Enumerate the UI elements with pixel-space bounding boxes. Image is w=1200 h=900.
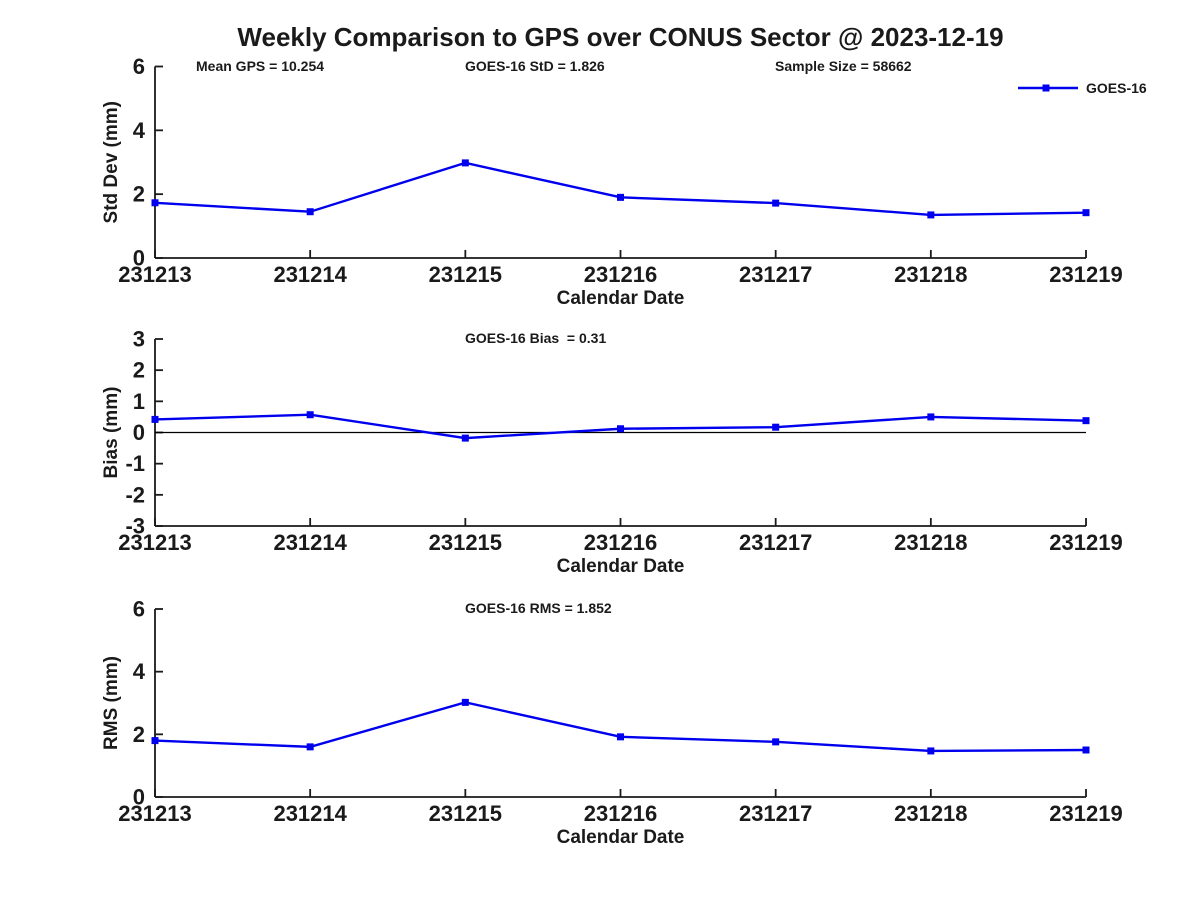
data-point-marker bbox=[772, 423, 780, 431]
series-line-goes-16 bbox=[154, 701, 1087, 753]
legend-label: GOES-16 bbox=[1086, 80, 1147, 96]
data-point-marker bbox=[461, 434, 469, 442]
y-tick-label: 2 bbox=[133, 358, 145, 383]
x-tick-label: 231213 bbox=[118, 530, 191, 555]
data-point-marker bbox=[617, 425, 624, 433]
x-tick-label: 231216 bbox=[584, 530, 657, 555]
x-axis-title: Calendar Date bbox=[557, 827, 685, 848]
x-tick-label: 231213 bbox=[118, 262, 191, 287]
y-tick-label: -1 bbox=[125, 451, 145, 476]
figure-title: Weekly Comparison to GPS over CONUS Sect… bbox=[237, 22, 1003, 52]
stat-annotation: Sample Size = 58662 bbox=[775, 58, 912, 74]
data-point-marker bbox=[617, 733, 624, 741]
series-line-goes-16 bbox=[154, 161, 1087, 217]
x-tick-label: 231216 bbox=[584, 801, 657, 826]
data-point-marker bbox=[461, 159, 469, 167]
data-point-marker bbox=[772, 738, 780, 746]
x-tick-label: 231219 bbox=[1049, 801, 1122, 826]
x-axis-title: Calendar Date bbox=[557, 556, 685, 577]
x-tick-label: 231214 bbox=[273, 262, 347, 287]
stat-annotation: GOES-16 StD = 1.826 bbox=[465, 58, 605, 74]
y-axis-title: RMS (mm) bbox=[101, 656, 122, 750]
subplot-rms-mm: 0 2 4 6 231213 231214 231215 231216 231217 231218… bbox=[101, 597, 1123, 849]
y-tick-label: 6 bbox=[133, 54, 145, 79]
y-axis-title: Bias (mm) bbox=[101, 387, 122, 479]
y-tick-label: 3 bbox=[133, 327, 145, 352]
data-point-marker bbox=[1082, 746, 1090, 754]
stat-annotation: Mean GPS = 10.254 bbox=[196, 58, 324, 74]
x-tick-label: 231216 bbox=[584, 262, 657, 287]
y-tick-label: 0 bbox=[133, 420, 145, 445]
x-tick-label: 231213 bbox=[118, 801, 191, 826]
data-point-marker bbox=[151, 199, 159, 207]
data-point-marker bbox=[306, 411, 314, 419]
data-point-marker bbox=[617, 193, 624, 201]
x-tick-label: 231215 bbox=[429, 262, 502, 287]
y-tick-label: 0 bbox=[133, 785, 145, 810]
x-tick-label: 231217 bbox=[739, 530, 812, 555]
x-tick-label: 231219 bbox=[1049, 262, 1122, 287]
data-point-marker bbox=[1082, 209, 1090, 217]
legend: GOES-16 bbox=[1018, 80, 1147, 96]
data-point-marker bbox=[151, 415, 159, 423]
y-tick-label: 4 bbox=[133, 659, 146, 684]
data-point-marker bbox=[306, 208, 314, 216]
data-point-marker bbox=[306, 743, 314, 751]
x-tick-label: 231218 bbox=[894, 801, 967, 826]
data-point-marker bbox=[151, 737, 159, 745]
data-point-marker bbox=[1082, 417, 1090, 425]
subplot-bias-mm: -3 -2 -1 0 1 2 3 231213 231214 231215 231216 231217… bbox=[101, 327, 1123, 578]
y-tick-label: 0 bbox=[133, 246, 145, 271]
y-tick-label: 4 bbox=[133, 118, 146, 143]
x-axis-title: Calendar Date bbox=[557, 288, 685, 309]
x-tick-label: 231218 bbox=[894, 262, 967, 287]
data-point-marker bbox=[461, 698, 469, 706]
x-tick-label: 231217 bbox=[739, 262, 812, 287]
y-tick-label: 2 bbox=[133, 722, 145, 747]
data-point-marker bbox=[927, 413, 935, 421]
subplot-title: GOES-16 Bias = 0.31 bbox=[465, 330, 606, 346]
x-tick-label: 231219 bbox=[1049, 530, 1122, 555]
subplot-std-dev-mm: 0 2 4 6 231213 231214 231215 231216 231217 231218… bbox=[101, 22, 1147, 309]
x-tick-label: 231215 bbox=[429, 801, 502, 826]
x-tick-label: 231217 bbox=[739, 801, 812, 826]
data-point-marker bbox=[927, 211, 935, 219]
y-axis-title: Std Dev (mm) bbox=[101, 101, 122, 223]
x-tick-label: 231214 bbox=[273, 801, 347, 826]
y-tick-label: -3 bbox=[125, 514, 145, 539]
legend-marker bbox=[1042, 84, 1050, 92]
y-tick-label: 6 bbox=[133, 597, 145, 622]
y-tick-label: 1 bbox=[133, 389, 145, 414]
x-tick-label: 231214 bbox=[273, 530, 347, 555]
y-tick-label: 2 bbox=[133, 182, 145, 207]
y-tick-label: -2 bbox=[125, 482, 145, 507]
x-tick-label: 231218 bbox=[894, 530, 967, 555]
x-tick-label: 231215 bbox=[429, 530, 502, 555]
data-point-marker bbox=[927, 747, 935, 755]
subplot-title: GOES-16 RMS = 1.852 bbox=[465, 600, 612, 616]
data-point-marker bbox=[772, 199, 780, 207]
